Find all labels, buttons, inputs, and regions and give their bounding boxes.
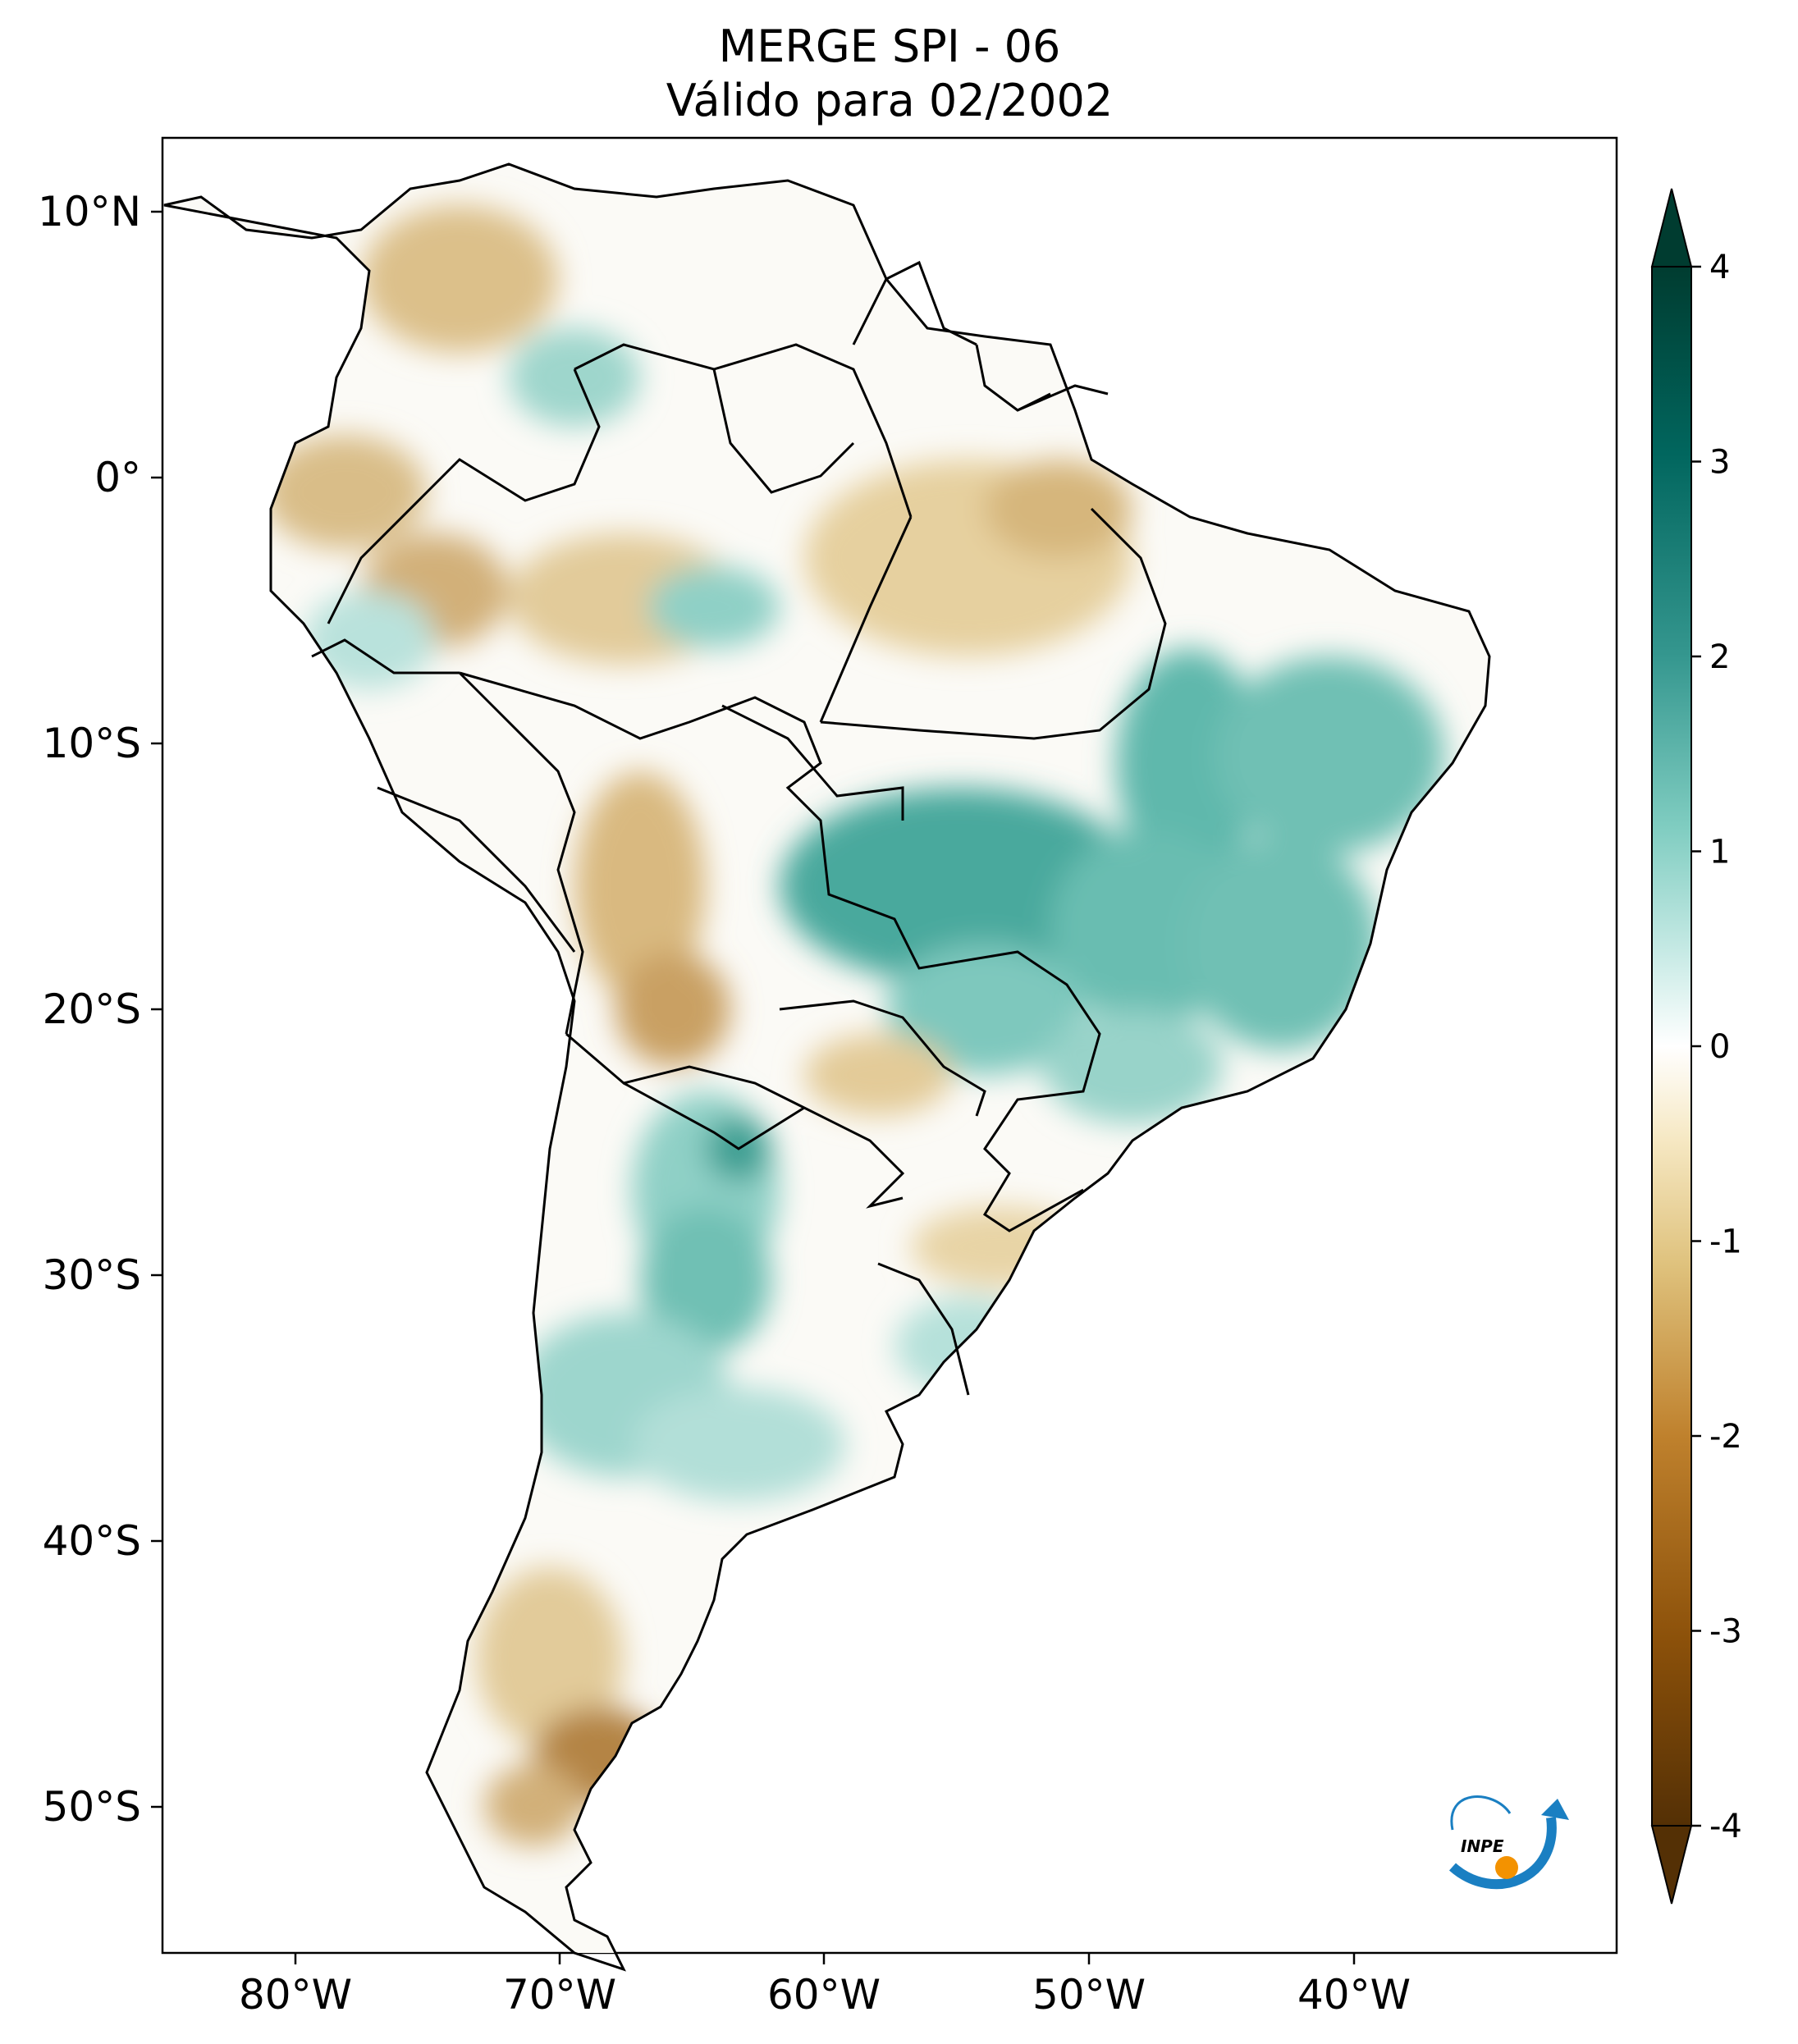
- colorbar-extend-max: [1650, 188, 1693, 268]
- map-subtitle: Válido para 02/2002: [666, 75, 1114, 126]
- colorbar-tick-label: 4: [1709, 249, 1730, 286]
- lat-label-30s: 30°S: [43, 1251, 141, 1299]
- colorbar: 4 3 2 1 0 -1 -2 -3 -4: [1650, 188, 1742, 1905]
- colorbar-ticks: 4 3 2 1 0 -1 -2 -3 -4: [1691, 249, 1742, 1845]
- colorbar-tick-label: -4: [1709, 1808, 1742, 1845]
- colorbar-tick-label: -3: [1709, 1613, 1742, 1651]
- lon-label-40w: 40°W: [1297, 1971, 1411, 2019]
- lon-label-50w: 50°W: [1032, 1971, 1146, 2019]
- colorbar-tick-label: -1: [1709, 1223, 1742, 1261]
- map-title: MERGE SPI - 06: [718, 21, 1061, 72]
- colorbar-tick-label: 3: [1709, 444, 1730, 482]
- lat-label-50s: 50°S: [43, 1783, 141, 1831]
- lat-label-10n: 10°N: [38, 188, 141, 235]
- lat-label-40s: 40°S: [43, 1517, 141, 1565]
- colorbar-tick-label: 1: [1709, 834, 1730, 871]
- lon-label-60w: 60°W: [767, 1971, 881, 2019]
- lat-label-0: 0°: [94, 454, 141, 501]
- lat-label-10s: 10°S: [43, 720, 141, 767]
- colorbar-tick-label: 0: [1709, 1028, 1730, 1066]
- colorbar-bar: [1651, 266, 1692, 1827]
- lat-label-20s: 20°S: [43, 985, 141, 1033]
- colorbar-extend-min: [1650, 1825, 1693, 1905]
- colorbar-tick-label: -2: [1709, 1418, 1742, 1456]
- lon-axis: 80°W 70°W 60°W 50°W 40°W: [239, 1953, 1411, 2019]
- lon-label-70w: 70°W: [503, 1971, 616, 2019]
- inpe-logo-text: INPE: [1461, 1836, 1504, 1856]
- country-borders: [311, 260, 1167, 1396]
- lon-label-80w: 80°W: [239, 1971, 352, 2019]
- inpe-logo: INPE: [1448, 1795, 1569, 1890]
- lat-axis: 10°N 0° 10°S 20°S 30°S 40°S 50°S: [38, 188, 162, 1831]
- colorbar-tick-label: 2: [1709, 638, 1730, 676]
